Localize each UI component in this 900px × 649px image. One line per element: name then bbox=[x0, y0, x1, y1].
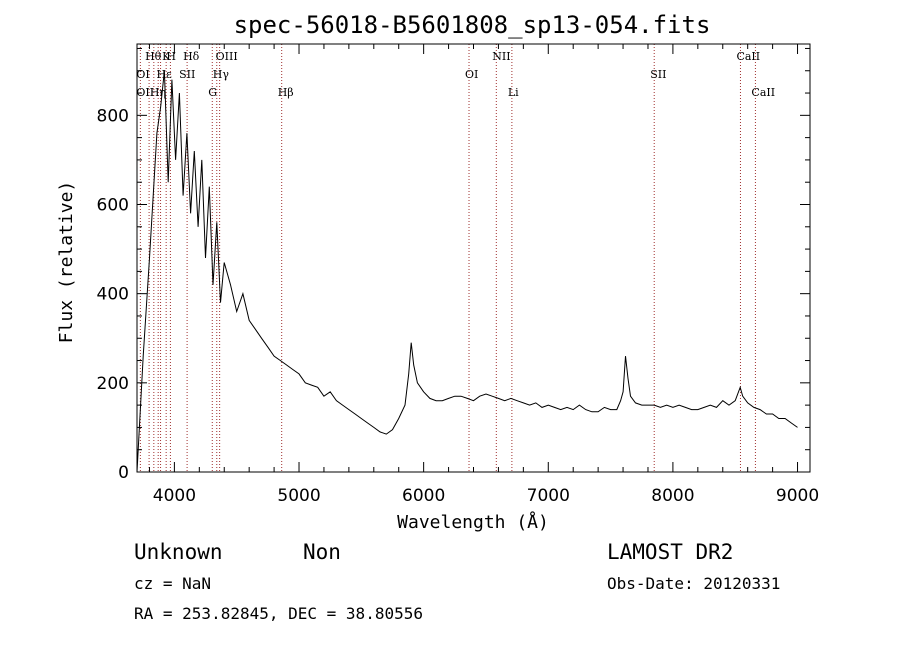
line-label: Hθ bbox=[145, 50, 162, 63]
object-subclass: Non bbox=[303, 540, 341, 564]
x-tick-label: 7000 bbox=[527, 486, 570, 506]
line-label: SII bbox=[650, 68, 666, 81]
coordinates: RA = 253.82845, DEC = 38.80556 bbox=[134, 604, 423, 623]
y-tick-label: 400 bbox=[97, 285, 129, 305]
x-tick-label: 8000 bbox=[651, 486, 694, 506]
x-tick-label: 9000 bbox=[776, 486, 819, 506]
line-label: Hη bbox=[150, 86, 166, 99]
spectrum-line bbox=[136, 70, 798, 473]
line-label: H bbox=[166, 50, 176, 63]
line-label: SII bbox=[179, 68, 195, 81]
y-tick-label: 600 bbox=[97, 196, 129, 216]
axis-ticks: 4000 5000 6000 7000 8000 9000 0 200 400 600 800 bbox=[97, 44, 819, 506]
survey-label: LAMOST DR2 bbox=[607, 540, 733, 564]
x-tick-label: 6000 bbox=[402, 486, 445, 506]
x-tick-label: 5000 bbox=[277, 486, 320, 506]
obs-date: Obs-Date: 20120331 bbox=[607, 574, 780, 593]
plot-frame bbox=[136, 43, 811, 473]
y-tick-label: 0 bbox=[118, 463, 129, 483]
line-label: OI bbox=[465, 68, 478, 81]
line-label: Hβ bbox=[278, 86, 294, 99]
line-label: OI bbox=[136, 68, 149, 81]
chart-title: spec-56018-B5601808_sp13-054.fits bbox=[234, 11, 711, 39]
line-label: Hγ bbox=[213, 68, 230, 81]
y-axis-label: Flux (relative) bbox=[56, 181, 77, 344]
line-label: CaII bbox=[751, 86, 775, 99]
x-axis-label: Wavelength (Å) bbox=[397, 511, 549, 533]
line-label: Hδ bbox=[183, 50, 200, 63]
x-tick-label: 4000 bbox=[153, 486, 196, 506]
y-tick-label: 800 bbox=[97, 106, 129, 126]
line-label: CaII bbox=[736, 50, 760, 63]
line-label: K bbox=[162, 50, 171, 63]
line-label: OIII bbox=[216, 50, 238, 63]
line-label: OII bbox=[136, 86, 154, 99]
y-tick-label: 200 bbox=[97, 374, 129, 394]
line-markers bbox=[139, 44, 756, 472]
cz-value: cz = NaN bbox=[134, 574, 211, 593]
line-label: G bbox=[208, 86, 217, 99]
line-label: NII bbox=[492, 50, 510, 63]
line-label: Li bbox=[508, 86, 519, 99]
object-class: Unknown bbox=[134, 540, 223, 564]
